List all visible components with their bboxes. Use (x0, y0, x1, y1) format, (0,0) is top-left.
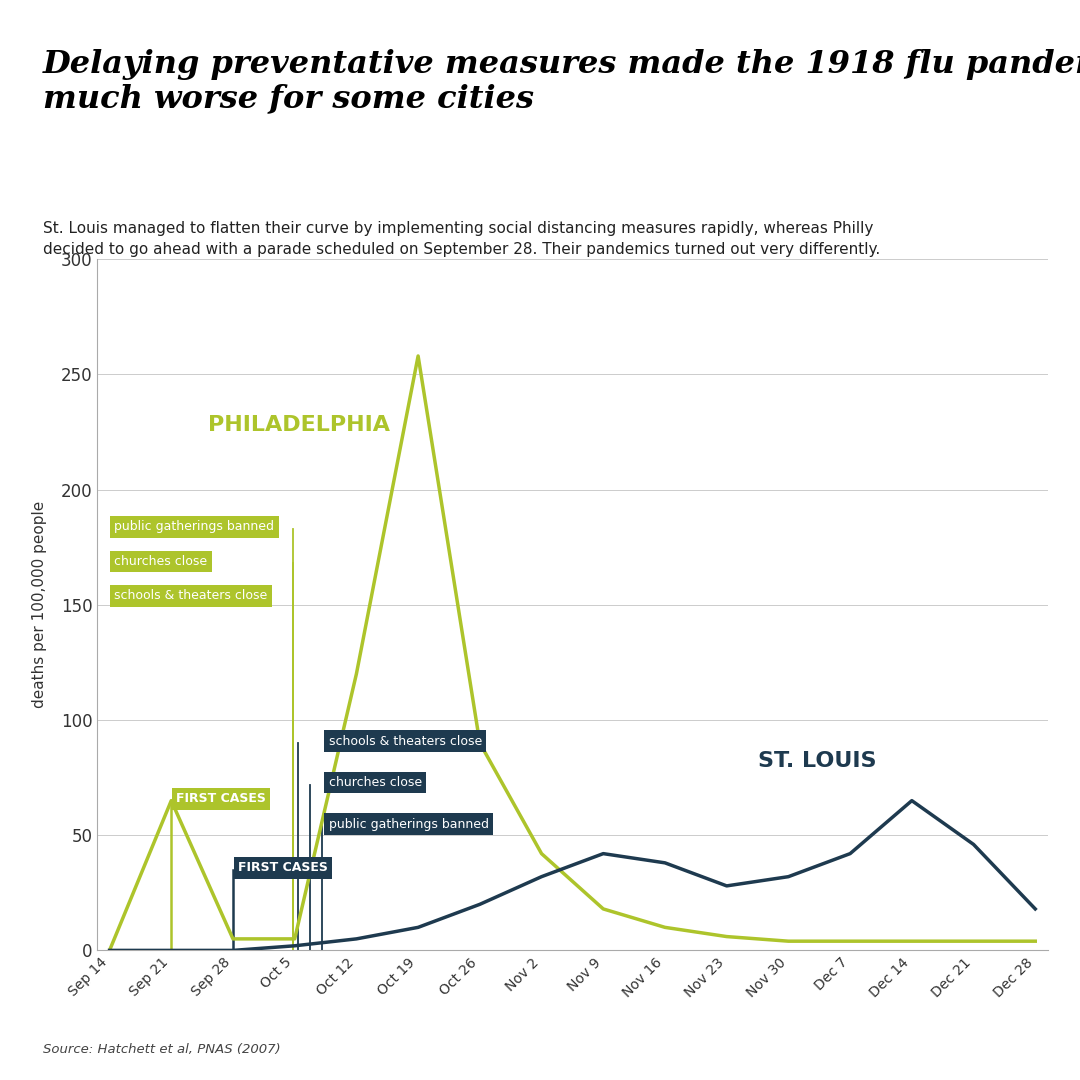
Text: SCI: SCI (978, 1035, 1014, 1054)
Text: Source: Hatchett et al, PNAS (2007): Source: Hatchett et al, PNAS (2007) (43, 1043, 281, 1056)
Text: PHILADELPHIA: PHILADELPHIA (208, 415, 390, 435)
Text: public gatherings banned: public gatherings banned (114, 521, 274, 534)
Text: schools & theaters close: schools & theaters close (328, 734, 482, 747)
Text: FIRST CASES: FIRST CASES (176, 793, 266, 806)
Text: schools & theaters close: schools & theaters close (114, 590, 268, 603)
Text: FIRST CASES: FIRST CASES (238, 862, 328, 875)
Text: Delaying preventative measures made the 1918 flu pandemic
much worse for some ci: Delaying preventative measures made the … (43, 49, 1080, 114)
Text: ST. LOUIS: ST. LOUIS (757, 752, 876, 771)
Text: POP: POP (974, 1007, 1018, 1025)
Y-axis label: deaths per 100,000 people: deaths per 100,000 people (31, 501, 46, 708)
Text: St. Louis managed to flatten their curve by implementing social distancing measu: St. Louis managed to flatten their curve… (43, 221, 880, 257)
Text: churches close: churches close (328, 777, 422, 789)
Text: churches close: churches close (114, 555, 207, 568)
Text: public gatherings banned: public gatherings banned (328, 818, 488, 831)
